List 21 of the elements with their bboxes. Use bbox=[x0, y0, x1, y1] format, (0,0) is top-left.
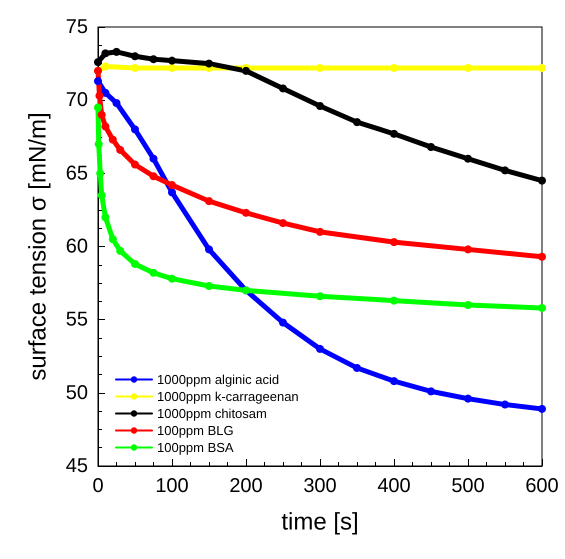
legend-label: 100ppm BLG bbox=[157, 423, 234, 438]
legend-label: 1000ppm alginic acid bbox=[157, 372, 280, 387]
y-tick-label: 50 bbox=[66, 382, 88, 404]
y-axis-title: surface tension σ [mN/m] bbox=[24, 112, 52, 381]
legend-label: 100ppm BSA bbox=[157, 440, 234, 455]
y-tick-label: 45 bbox=[66, 455, 88, 477]
legend-label: 1000ppm k-carrageenan bbox=[157, 389, 299, 404]
x-tick-label: 0 bbox=[92, 475, 104, 497]
x-axis-title: time [s] bbox=[281, 508, 359, 536]
x-tick-label: 400 bbox=[377, 475, 411, 497]
x-tick-label: 200 bbox=[229, 475, 263, 497]
x-tick-label: 100 bbox=[155, 475, 189, 497]
y-tick-label: 60 bbox=[66, 236, 88, 258]
x-tick-label: 300 bbox=[303, 475, 337, 497]
y-tick-label: 70 bbox=[66, 89, 88, 112]
y-tick-label: 75 bbox=[66, 16, 88, 38]
y-tick-label: 65 bbox=[66, 162, 88, 184]
x-tick-label: 500 bbox=[451, 475, 485, 497]
y-tick-label: 55 bbox=[66, 308, 88, 331]
legend-label: 1000ppm chitosam bbox=[157, 406, 267, 421]
x-tick-label: 600 bbox=[525, 475, 559, 497]
